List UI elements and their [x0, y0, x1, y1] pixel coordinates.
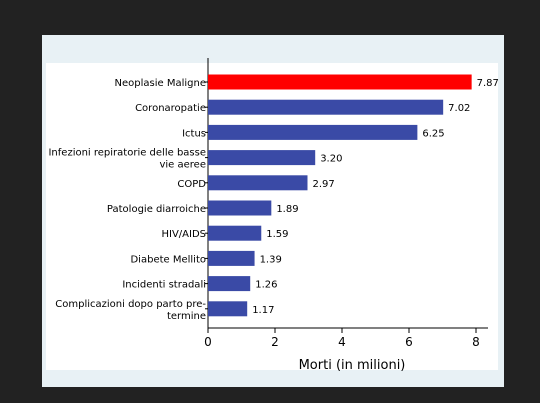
x-tick-label: 0: [204, 335, 212, 349]
bar: [208, 74, 472, 90]
bar: [208, 250, 255, 266]
category-label: Ictus: [182, 128, 206, 139]
bar: [208, 150, 316, 166]
x-axis-label: Morti (in milioni): [299, 358, 406, 373]
category-label: HIV/AIDS: [161, 229, 206, 240]
bar: [208, 276, 251, 292]
bar-value-label: 7.02: [448, 103, 470, 114]
bar-value-label: 7.87: [477, 78, 499, 89]
category-label: Neoplasie Maligne: [115, 78, 206, 89]
bar: [208, 200, 272, 216]
bar: [208, 99, 444, 115]
category-label: COPD: [177, 179, 206, 190]
bar-value-label: 1.26: [255, 280, 277, 291]
category-label: Coronaropatie: [135, 103, 206, 114]
x-tick-label: 4: [338, 335, 346, 349]
category-label: Diabete Mellito: [130, 254, 206, 265]
x-tick-label: 6: [405, 335, 413, 349]
bar: [208, 225, 262, 241]
bar: [208, 175, 308, 191]
x-tick-label: 8: [472, 335, 480, 349]
bar-value-label: 3.20: [320, 154, 342, 165]
bar: [208, 124, 418, 140]
bar-value-label: 1.89: [276, 204, 298, 215]
category-label: Infezioni repiratorie delle basse: [48, 148, 206, 159]
bar-value-label: 6.25: [422, 128, 444, 139]
bar-value-label: 2.97: [312, 179, 334, 190]
bar-value-label: 1.59: [266, 229, 288, 240]
category-label: Patologie diarroiche: [107, 204, 206, 215]
category-label: Complicazioni dopo parto pre-: [55, 299, 206, 310]
category-label-line2: vie aeree: [159, 160, 206, 171]
category-label-line2: termine: [167, 311, 206, 322]
bar: [208, 301, 248, 317]
category-label: Incidenti stradali: [122, 280, 206, 291]
bar-value-label: 1.39: [260, 254, 282, 265]
x-tick-label: 2: [271, 335, 279, 349]
bar-value-label: 1.17: [252, 305, 274, 316]
